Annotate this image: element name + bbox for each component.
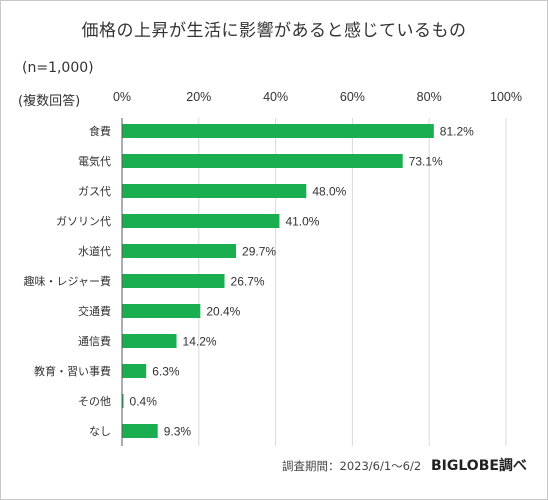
bar: [122, 244, 237, 258]
value-label: 48.0%: [312, 185, 346, 199]
bar: [122, 334, 177, 348]
bar: [122, 424, 158, 438]
x-tick-label: 60%: [340, 90, 365, 104]
bar: [122, 304, 201, 318]
category-label: なし: [89, 425, 111, 438]
bar: [122, 124, 434, 138]
value-label: 6.3%: [152, 365, 180, 379]
value-label: 81.2%: [440, 125, 474, 139]
category-label: 食費: [89, 124, 111, 138]
bar: [122, 214, 280, 228]
x-tick-label: 0%: [113, 90, 131, 104]
chart-title: 価格の上昇が生活に影響があると感じているもの: [81, 21, 467, 41]
bar: [122, 184, 307, 198]
multiple-answer-note: (複数回答): [18, 94, 81, 109]
category-label: 電気代: [78, 154, 111, 168]
category-label: 水道代: [78, 244, 111, 258]
bar: [122, 394, 124, 408]
value-label: 41.0%: [285, 215, 319, 229]
x-tick-label: 100%: [490, 90, 522, 104]
value-label: 20.4%: [206, 305, 240, 319]
bar: [122, 154, 403, 168]
category-label: 交通費: [78, 304, 111, 318]
x-tick-label: 80%: [417, 90, 442, 104]
category-label: 趣味・レジャー費: [24, 274, 111, 288]
value-label: 0.4%: [130, 395, 158, 409]
category-label: ガソリン代: [56, 215, 111, 228]
value-label: 26.7%: [231, 275, 265, 289]
brand-credit: BIGLOBE調べ: [431, 458, 527, 474]
bar: [122, 364, 147, 378]
sample-size-note: (n=1,000): [22, 60, 94, 76]
value-label: 29.7%: [242, 245, 276, 259]
x-tick-label: 20%: [186, 90, 211, 104]
category-label: その他: [78, 395, 111, 408]
category-label: 通信費: [78, 334, 111, 348]
x-tick-label: 40%: [263, 90, 288, 104]
value-label: 73.1%: [409, 155, 443, 169]
value-label: 9.3%: [164, 425, 192, 439]
bar: [122, 274, 225, 288]
category-label: ガス代: [78, 185, 111, 198]
survey-period-note: 調査期間：2023/6/1～6/2: [282, 459, 422, 473]
value-label: 14.2%: [183, 335, 217, 349]
category-label: 教育・習い事費: [34, 364, 111, 378]
